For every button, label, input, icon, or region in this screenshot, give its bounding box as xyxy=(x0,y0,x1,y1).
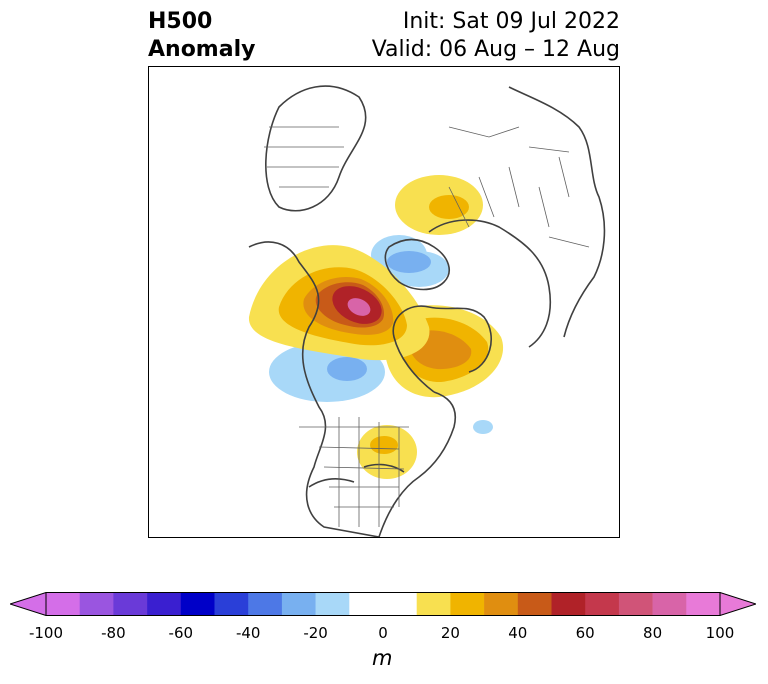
anomaly-pos-arctic-canada xyxy=(248,245,430,361)
colorbar-tick-label: -60 xyxy=(168,624,194,642)
colorbar-over-arrow xyxy=(719,592,756,616)
political-borders xyxy=(264,126,590,527)
colorbar-tick-label: -80 xyxy=(101,624,126,642)
colorbar-segment xyxy=(450,592,485,616)
colorbar-segment xyxy=(147,592,182,616)
colorbar-segment xyxy=(46,592,80,616)
colorbar-segment xyxy=(652,592,687,616)
colorbar xyxy=(10,592,756,616)
colorbar-tick-label: 0 xyxy=(378,624,388,642)
colorbar-segment xyxy=(416,592,451,616)
anomaly-neg-arctic xyxy=(371,235,449,287)
forecast-info: Init: Sat 09 Jul 2022 Valid: 06 Aug – 12… xyxy=(372,8,620,64)
title-field: Anomaly xyxy=(148,37,256,62)
init-date: Init: Sat 09 Jul 2022 xyxy=(402,9,620,34)
colorbar-segment xyxy=(113,592,148,616)
valid-range: Valid: 06 Aug – 12 Aug xyxy=(371,37,620,62)
map-svg xyxy=(248,85,606,537)
anomaly-pos-great-lakes xyxy=(357,425,417,479)
colorbar-unit-label: m xyxy=(372,646,393,670)
colorbar-tick-label: -20 xyxy=(303,624,328,642)
colorbar-segment xyxy=(517,592,552,616)
colorbar-segment xyxy=(551,592,586,616)
colorbar-tick-label: 60 xyxy=(575,624,595,642)
colorbar-ticks: -100 -80 -60 -40 -20 0 20 40 60 80 100 xyxy=(0,624,768,644)
colorbar-segment xyxy=(79,592,114,616)
map-panel xyxy=(148,66,620,538)
colorbar-segment xyxy=(383,592,417,616)
colorbar-tick-label: -40 xyxy=(235,624,261,642)
colorbar-segment xyxy=(281,592,316,616)
colorbar-tick-label: 80 xyxy=(643,624,663,642)
colorbar-segment xyxy=(349,592,384,616)
chart-title: H500 Anomaly xyxy=(148,8,255,64)
colorbar-tick-label: -100 xyxy=(28,624,64,642)
anomaly-neg-atlantic xyxy=(473,420,493,434)
colorbar-segment xyxy=(248,592,283,616)
colorbar-segment xyxy=(618,592,653,616)
colorbar-segment xyxy=(315,592,350,616)
colorbar-segment xyxy=(484,592,519,616)
title-variable: H500 xyxy=(148,9,213,34)
colorbar-tick-label: 20 xyxy=(440,624,460,642)
colorbar-tick-label: 40 xyxy=(508,624,528,642)
colorbar-segment xyxy=(214,592,249,616)
colorbar-segment xyxy=(686,592,721,616)
colorbar-segment xyxy=(585,592,620,616)
colorbar-tick-label: 100 xyxy=(705,624,735,642)
colorbar-segment xyxy=(180,592,215,616)
colorbar-under-arrow xyxy=(10,592,47,616)
